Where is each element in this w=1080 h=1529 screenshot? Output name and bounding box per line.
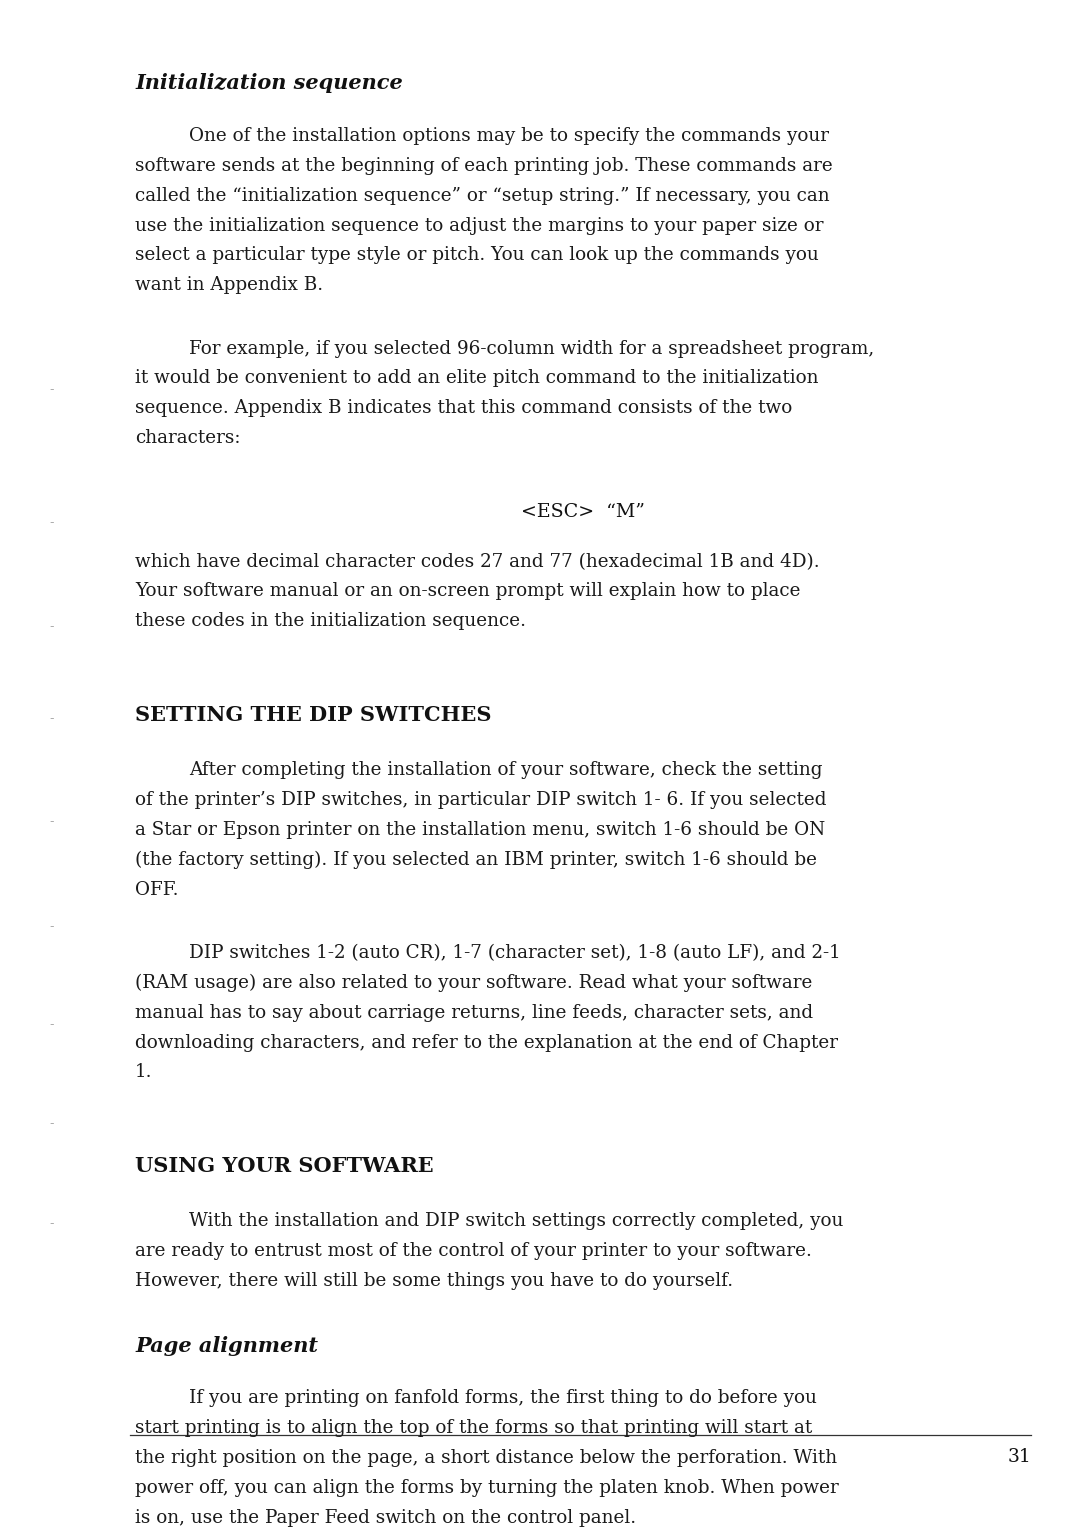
Text: (RAM usage) are also related to your software. Read what your software: (RAM usage) are also related to your sof…: [135, 974, 812, 992]
Text: Page alignment: Page alignment: [135, 1335, 318, 1356]
Text: OFF.: OFF.: [135, 881, 178, 899]
Text: downloading characters, and refer to the explanation at the end of Chapter: downloading characters, and refer to the…: [135, 1034, 838, 1052]
Text: called the “initialization sequence” or “setup string.” If necessary, you can: called the “initialization sequence” or …: [135, 187, 829, 205]
Text: which have decimal character codes 27 and 77 (hexadecimal 1B and 4D).: which have decimal character codes 27 an…: [135, 552, 820, 570]
Text: With the installation and DIP switch settings correctly completed, you: With the installation and DIP switch set…: [189, 1212, 843, 1231]
Text: start printing is to align the top of the forms so that printing will start at: start printing is to align the top of th…: [135, 1419, 812, 1437]
Text: One of the installation options may be to specify the commands your: One of the installation options may be t…: [189, 127, 829, 145]
Text: of the printer’s DIP switches, in particular DIP switch 1- 6. If you selected: of the printer’s DIP switches, in partic…: [135, 790, 826, 809]
Text: USING YOUR SOFTWARE: USING YOUR SOFTWARE: [135, 1156, 434, 1176]
Text: characters:: characters:: [135, 430, 241, 446]
Text: -: -: [50, 920, 54, 933]
Text: -: -: [50, 1018, 54, 1031]
Text: it would be convenient to add an elite pitch command to the initialization: it would be convenient to add an elite p…: [135, 370, 819, 387]
Text: (the factory setting). If you selected an IBM printer, switch 1-6 should be: (the factory setting). If you selected a…: [135, 850, 816, 868]
Text: -: -: [50, 621, 54, 633]
Text: software sends at the beginning of each printing job. These commands are: software sends at the beginning of each …: [135, 157, 833, 174]
Text: sequence. Appendix B indicates that this command consists of the two: sequence. Appendix B indicates that this…: [135, 399, 793, 417]
Text: want in Appendix B.: want in Appendix B.: [135, 277, 323, 294]
Text: However, there will still be some things you have to do yourself.: However, there will still be some things…: [135, 1272, 733, 1290]
Text: is on, use the Paper Feed switch on the control panel.: is on, use the Paper Feed switch on the …: [135, 1509, 636, 1526]
Text: After completing the installation of your software, check the setting: After completing the installation of you…: [189, 761, 823, 780]
Text: 1.: 1.: [135, 1063, 152, 1081]
Text: select a particular type style or pitch. You can look up the commands you: select a particular type style or pitch.…: [135, 246, 819, 265]
Text: -: -: [50, 1217, 54, 1229]
Text: DIP switches 1-2 (auto CR), 1-7 (character set), 1-8 (auto LF), and 2-1: DIP switches 1-2 (auto CR), 1-7 (charact…: [189, 943, 840, 962]
Text: SETTING THE DIP SWITCHES: SETTING THE DIP SWITCHES: [135, 705, 491, 725]
Text: -: -: [50, 1118, 54, 1130]
Text: <ESC>  “M”: <ESC> “M”: [522, 503, 645, 520]
Text: are ready to entrust most of the control of your printer to your software.: are ready to entrust most of the control…: [135, 1242, 812, 1260]
Text: a Star or Epson printer on the installation menu, switch 1-6 should be ON: a Star or Epson printer on the installat…: [135, 821, 825, 839]
Text: 31: 31: [1008, 1448, 1031, 1466]
Text: For example, if you selected 96-column width for a spreadsheet program,: For example, if you selected 96-column w…: [189, 339, 874, 358]
Text: -: -: [50, 517, 54, 529]
Text: If you are printing on fanfold forms, the first thing to do before you: If you are printing on fanfold forms, th…: [189, 1390, 816, 1407]
Text: power off, you can align the forms by turning the platen knob. When power: power off, you can align the forms by tu…: [135, 1479, 839, 1497]
Text: these codes in the initialization sequence.: these codes in the initialization sequen…: [135, 612, 526, 630]
Text: -: -: [50, 815, 54, 827]
Text: the right position on the page, a short distance below the perforation. With: the right position on the page, a short …: [135, 1449, 837, 1466]
Text: Initialization sequence: Initialization sequence: [135, 73, 403, 93]
Text: use the initialization sequence to adjust the margins to your paper size or: use the initialization sequence to adjus…: [135, 217, 824, 234]
Text: -: -: [50, 713, 54, 725]
Text: -: -: [50, 384, 54, 396]
Text: manual has to say about carriage returns, line feeds, character sets, and: manual has to say about carriage returns…: [135, 1003, 813, 1021]
Text: Your software manual or an on-screen prompt will explain how to place: Your software manual or an on-screen pro…: [135, 583, 800, 601]
